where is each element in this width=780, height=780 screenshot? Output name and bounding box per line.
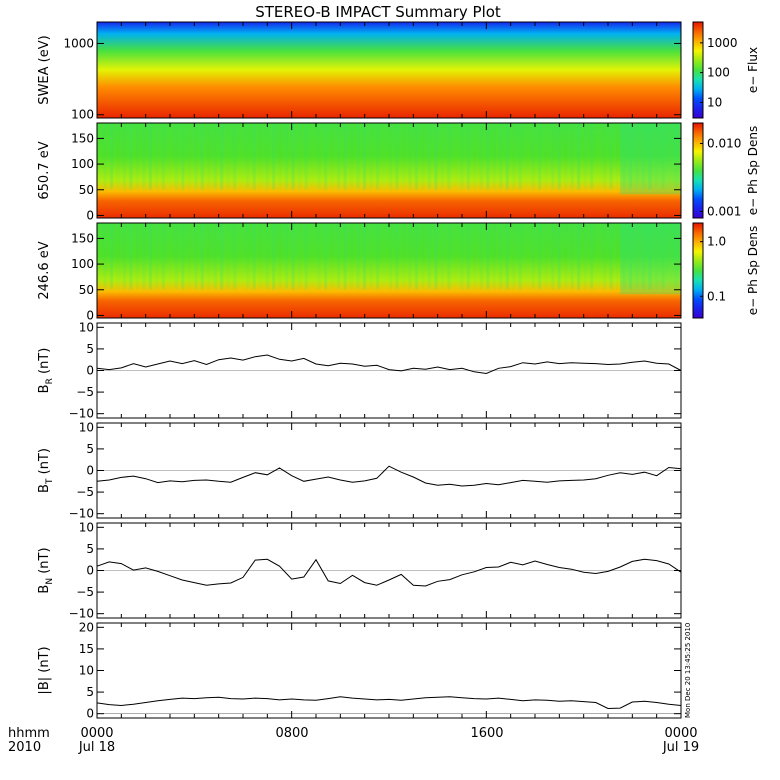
pad246-y-label: 246.6 eV — [37, 241, 52, 299]
pad650-colorbar-tick-1: 0.001 — [707, 204, 741, 218]
bn-y-tick-2: 0 — [86, 564, 94, 578]
bn-y-tick-0: 10 — [79, 520, 94, 534]
date-label-start: Jul 18 — [78, 740, 115, 755]
bmag-frame — [96, 622, 682, 719]
bmag-y-tick-3: 5 — [86, 685, 94, 699]
panel-br: 10 5 0 −5 −10 BR (nT) — [37, 320, 682, 421]
br-y-tick-1: 5 — [86, 342, 94, 356]
x-tick-label-1: 0800 — [275, 726, 308, 741]
panel-swea: 1000 100 10 e− Flux 1000 100 SWEA (eV) — [37, 21, 760, 122]
panel-pad246: 1.0 0.1 e− Ph Sp Dens 150 100 50 0 246.6 eV — [37, 222, 760, 322]
pad246-y-tick-2: 50 — [79, 283, 94, 297]
pad650-y-tick-3: 0 — [86, 208, 94, 222]
br-y-tick-3: −5 — [76, 385, 94, 399]
pad246-colorbar-tick-0: 1.0 — [707, 235, 726, 249]
pad650-y-label: 650.7 eV — [37, 141, 52, 199]
x-tick-label-0: 0000 — [80, 726, 113, 741]
bn-y-tick-4: −10 — [69, 607, 94, 621]
bt-series-line — [96, 465, 682, 487]
x-tick-label-2: 1600 — [470, 726, 503, 741]
swea-colorbar-label: e− Flux — [746, 47, 760, 93]
pad246-y-tick-0: 150 — [71, 231, 94, 245]
bn-y-tick-3: −5 — [76, 585, 94, 599]
panel-pad650: 0.010 0.001 e− Ph Sp Dens 150 100 50 0 650.7 eV — [37, 122, 760, 222]
swea-colorbar-tick-1: 100 — [707, 66, 730, 80]
swea-colorbar — [692, 21, 704, 119]
bt-y-tick-4: −10 — [69, 507, 94, 521]
swea-y-tick-1: 100 — [71, 108, 94, 122]
bt-y-tick-0: 10 — [79, 420, 94, 434]
swea-colorbar-tick-0: 1000 — [707, 36, 738, 50]
pad650-y-tick-2: 50 — [79, 183, 94, 197]
swea-spectrogram — [97, 22, 681, 118]
pad246-colorbar — [692, 222, 704, 319]
swea-y-label: SWEA (eV) — [37, 35, 52, 104]
plot-title: STEREO-B IMPACT Summary Plot — [255, 3, 501, 21]
br-series-line — [96, 354, 682, 375]
pad650-y-tick-1: 100 — [71, 157, 94, 171]
bt-y-tick-2: 0 — [86, 464, 94, 478]
swea-y-tick-0: 1000 — [63, 36, 94, 50]
bmag-series-line — [96, 696, 682, 710]
pad650-colorbar-label: e− Ph Sp Dens — [746, 126, 760, 215]
bt-y-tick-3: −5 — [76, 485, 94, 499]
date-label-end: Jul 19 — [662, 740, 699, 755]
br-y-label: BR (nT) — [37, 348, 55, 394]
time-format-label: hhmm — [8, 726, 50, 741]
pad650-colorbar — [692, 122, 704, 219]
x-tick-label-3: 0000 — [664, 726, 697, 741]
pad246-colorbar-tick-1: 0.1 — [707, 289, 726, 303]
bmag-y-tick-2: 10 — [79, 664, 94, 678]
bt-y-label: BT (nT) — [37, 448, 55, 493]
br-y-tick-4: −10 — [69, 407, 94, 421]
pad650-spectrogram — [97, 123, 681, 218]
pad246-colorbar-label: e− Ph Sp Dens — [746, 226, 760, 315]
bn-y-label: BN (nT) — [37, 547, 55, 593]
panel-bt: 10 5 0 −5 −10 BT (nT) — [37, 420, 682, 521]
panel-bn: 10 5 0 −5 −10 BN (nT) — [37, 520, 682, 621]
time-axis-footer: hhmm 2010 0000 0800 1600 0000 Jul 18 Jul… — [8, 726, 699, 755]
year-label: 2010 — [8, 740, 41, 755]
br-y-tick-2: 0 — [86, 364, 94, 378]
bn-y-tick-1: 5 — [86, 542, 94, 556]
pad246-y-tick-1: 100 — [71, 257, 94, 271]
swea-colorbar-tick-2: 10 — [707, 95, 722, 109]
bn-series-line — [96, 558, 682, 587]
panel-bmag: 20 15 10 5 0 |B| (nT) — [37, 620, 682, 721]
pad650-colorbar-tick-0: 0.010 — [707, 136, 741, 150]
timestamp: Mon Dec 20 13:45:25 2010 — [684, 623, 692, 718]
pad246-y-tick-3: 0 — [86, 308, 94, 322]
bmag-y-label: |B| (nT) — [37, 646, 52, 694]
bmag-y-tick-4: 0 — [86, 707, 94, 721]
bmag-y-tick-1: 15 — [79, 642, 94, 656]
br-y-tick-0: 10 — [79, 320, 94, 334]
bmag-y-tick-0: 20 — [79, 620, 94, 634]
pad650-y-tick-0: 150 — [71, 131, 94, 145]
pad246-spectrogram — [97, 223, 681, 318]
bt-y-tick-1: 5 — [86, 442, 94, 456]
